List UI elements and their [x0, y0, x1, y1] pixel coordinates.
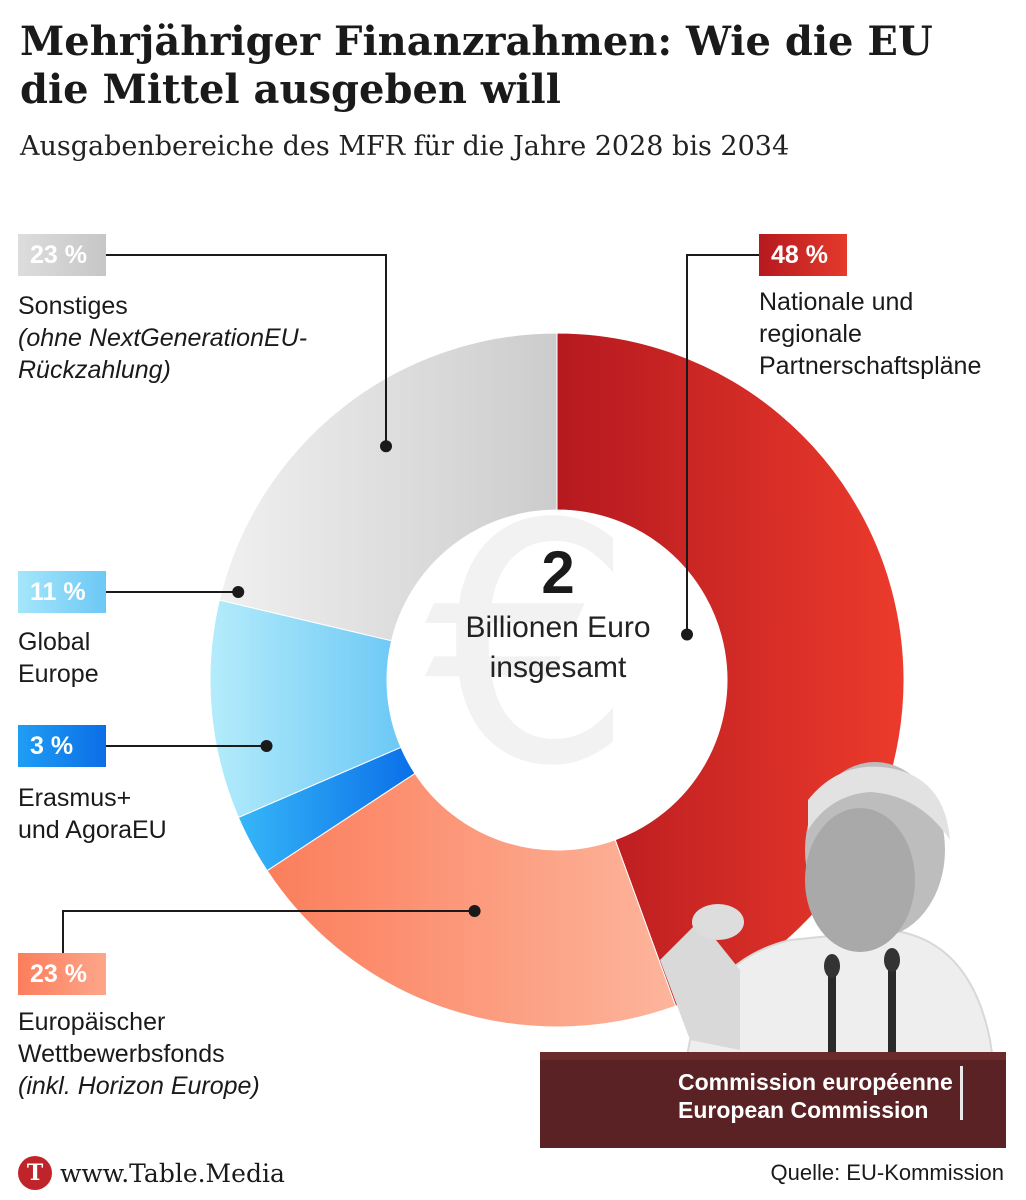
donut-hole: [387, 510, 727, 850]
value-badge-erasmus: 3 %: [18, 725, 106, 767]
euro-watermark-icon: €: [425, 454, 635, 838]
slice-label-global-europe: Global Europe: [18, 628, 99, 688]
speaker-photo: Commission européenne European Commissio…: [540, 740, 1008, 1149]
leader-line-sonstiges: [106, 254, 387, 447]
leader-line-partnerschaftsplaene: [686, 254, 759, 635]
leader-dot-global-europe: [232, 586, 245, 598]
value-badge-partnerschaftsplaene: 48 %: [759, 234, 847, 276]
leader-dot-erasmus: [260, 740, 273, 752]
slice-label-wettbewerbsfonds: Europäischer Wettbewerbsfonds: [18, 1008, 225, 1068]
leader-dot-wettbewerbsfonds: [468, 905, 481, 917]
chart-subtitle: Ausgabenbereiche des MFR für die Jahre 2…: [20, 131, 790, 162]
brand-url: www.Table.Media: [60, 1158, 285, 1188]
center-value: 2: [541, 539, 575, 606]
source-note: Quelle: EU-Kommission: [770, 1160, 1004, 1185]
value-badge-global-europe: 11 %: [18, 571, 106, 613]
slice-note-wettbewerbsfonds: (inkl. Horizon Europe): [18, 1072, 260, 1100]
leader-line-wettbewerbsfonds: [62, 910, 475, 953]
value-badge-sonstiges: 23 %: [18, 234, 106, 276]
leader-dot-partnerschaftsplaene: [681, 628, 693, 641]
slice-label-erasmus: Erasmus+ und AgoraEU: [18, 784, 167, 844]
chart-center-label: 2 Billionen Euro insgesamt: [410, 538, 706, 688]
podium-caption-en: European Commission: [678, 1097, 928, 1123]
center-caption: Billionen Euro insgesamt: [465, 611, 651, 684]
leader-dot-sonstiges: [380, 440, 392, 453]
slice-note-sonstiges: (ohne NextGenerationEU- Rückzahlung): [18, 324, 308, 384]
value-badge-wettbewerbsfonds: 23 %: [18, 953, 106, 995]
table-media-logo: T www.Table.Media: [18, 1156, 285, 1190]
slice-label-partnerschaftsplaene: Nationale und regionale Partnerschaftspl…: [759, 288, 982, 380]
chart-title: Mehrjähriger Finanzrahmen: Wie die EU di…: [20, 18, 933, 113]
logo-icon: T: [18, 1156, 52, 1190]
podium-caption-fr: Commission européenne: [678, 1069, 953, 1095]
slice-label-sonstiges: Sonstiges: [18, 292, 128, 320]
